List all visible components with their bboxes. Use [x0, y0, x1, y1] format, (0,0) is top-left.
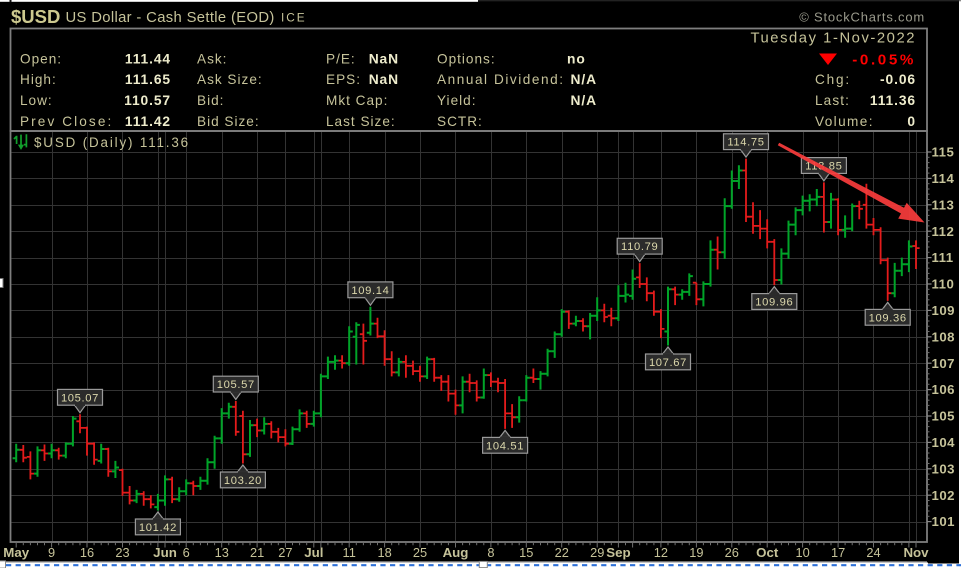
- svg-text:8: 8: [487, 545, 494, 560]
- svg-text:109.14: 109.14: [351, 285, 389, 297]
- svg-text:110: 110: [932, 277, 955, 292]
- svg-text:Options:: Options:: [437, 51, 496, 66]
- svg-text:Mkt Cap:: Mkt Cap:: [326, 93, 388, 108]
- svg-text:May: May: [3, 545, 29, 560]
- svg-text:Prev Close:: Prev Close:: [20, 114, 113, 129]
- svg-text:Open:: Open:: [20, 51, 62, 66]
- svg-text:111.44: 111.44: [125, 51, 171, 66]
- svg-text:NaN: NaN: [369, 72, 399, 87]
- svg-text:N/A: N/A: [571, 72, 597, 87]
- svg-text:-0.05%: -0.05%: [852, 52, 916, 69]
- svg-text:Low:: Low:: [20, 93, 53, 108]
- svg-text:Bid:: Bid:: [197, 93, 224, 108]
- svg-text:101: 101: [932, 514, 956, 529]
- svg-text:-0.06: -0.06: [880, 72, 916, 87]
- svg-text:23: 23: [115, 545, 129, 560]
- svg-text:9: 9: [48, 545, 55, 560]
- svg-text:103.20: 103.20: [224, 475, 262, 487]
- svg-text:104: 104: [932, 435, 956, 450]
- svg-text:107.67: 107.67: [649, 357, 687, 369]
- svg-text:Annual Dividend:: Annual Dividend:: [437, 72, 565, 87]
- svg-text:29: 29: [590, 545, 604, 560]
- svg-text:Volume:: Volume:: [815, 114, 874, 129]
- svg-text:109.96: 109.96: [755, 297, 793, 309]
- svg-text:111.42: 111.42: [125, 114, 171, 129]
- svg-text:Yield:: Yield:: [437, 93, 477, 108]
- svg-text:Nov: Nov: [903, 545, 929, 560]
- svg-text:27: 27: [278, 545, 292, 560]
- svg-text:101.42: 101.42: [139, 522, 177, 534]
- svg-text:$USD: $USD: [11, 6, 60, 27]
- svg-text:18: 18: [377, 545, 391, 560]
- svg-text:10: 10: [795, 545, 809, 560]
- svg-text:Chg:: Chg:: [815, 72, 851, 87]
- svg-text:105.07: 105.07: [61, 392, 99, 404]
- svg-text:114: 114: [932, 171, 955, 186]
- svg-text:12: 12: [654, 545, 668, 560]
- svg-text:111.65: 111.65: [125, 72, 171, 87]
- svg-text:19: 19: [689, 545, 703, 560]
- svg-text:Ask Size:: Ask Size:: [197, 72, 263, 87]
- svg-text:111.36: 111.36: [870, 93, 916, 108]
- svg-text:Sep: Sep: [606, 545, 630, 560]
- svg-text:Oct: Oct: [756, 545, 779, 560]
- svg-text:109: 109: [932, 303, 956, 318]
- svg-text:Last:: Last:: [815, 93, 850, 108]
- svg-text:110.57: 110.57: [124, 93, 171, 108]
- svg-text:15: 15: [519, 545, 533, 560]
- svg-text:ICE: ICE: [281, 11, 307, 25]
- svg-text:105.57: 105.57: [217, 379, 255, 391]
- svg-text:Jul: Jul: [304, 545, 323, 560]
- svg-text:22: 22: [555, 545, 569, 560]
- svg-text:108: 108: [932, 329, 956, 344]
- svg-text:17: 17: [831, 545, 845, 560]
- svg-text:110.79: 110.79: [621, 241, 658, 253]
- svg-text:104.51: 104.51: [486, 440, 524, 452]
- svg-text:107: 107: [932, 356, 956, 371]
- svg-text:102: 102: [932, 488, 956, 503]
- svg-text:106: 106: [932, 382, 956, 397]
- svg-text:25: 25: [413, 545, 427, 560]
- svg-text:P/E:: P/E:: [326, 51, 356, 66]
- svg-text:Tuesday 1-Nov-2022: Tuesday 1-Nov-2022: [750, 31, 916, 47]
- svg-text:113: 113: [932, 197, 955, 212]
- svg-text:Last Size:: Last Size:: [326, 114, 396, 129]
- svg-text:High:: High:: [20, 72, 57, 87]
- svg-text:US Dollar - Cash Settle (EOD): US Dollar - Cash Settle (EOD): [66, 10, 275, 26]
- svg-text:© StockCharts.com: © StockCharts.com: [799, 10, 925, 25]
- svg-text:no: no: [567, 51, 586, 66]
- svg-text:16: 16: [80, 545, 94, 560]
- svg-text:Aug: Aug: [443, 545, 469, 560]
- svg-text:105: 105: [932, 409, 956, 424]
- svg-text:24: 24: [866, 545, 880, 560]
- svg-text:EPS:: EPS:: [326, 72, 361, 87]
- svg-text:103: 103: [932, 461, 956, 476]
- svg-text:$USD (Daily) 111.36: $USD (Daily) 111.36: [34, 135, 190, 150]
- svg-text:6: 6: [183, 545, 190, 560]
- svg-text:112: 112: [932, 224, 955, 239]
- svg-text:115: 115: [932, 145, 955, 160]
- svg-text:13: 13: [215, 545, 229, 560]
- svg-text:NaN: NaN: [369, 51, 399, 66]
- svg-text:N/A: N/A: [571, 93, 597, 108]
- svg-text:Jun: Jun: [153, 545, 177, 560]
- svg-text:SCTR:: SCTR:: [437, 114, 483, 129]
- svg-text:11: 11: [343, 545, 356, 560]
- svg-text:21: 21: [250, 545, 264, 560]
- svg-text:0: 0: [907, 114, 916, 129]
- svg-text:114.75: 114.75: [727, 137, 764, 149]
- svg-text:Ask:: Ask:: [197, 51, 227, 66]
- svg-text:111: 111: [932, 250, 954, 265]
- svg-text:Bid Size:: Bid Size:: [197, 114, 260, 129]
- svg-text:26: 26: [725, 545, 739, 560]
- svg-text:109.36: 109.36: [869, 312, 907, 324]
